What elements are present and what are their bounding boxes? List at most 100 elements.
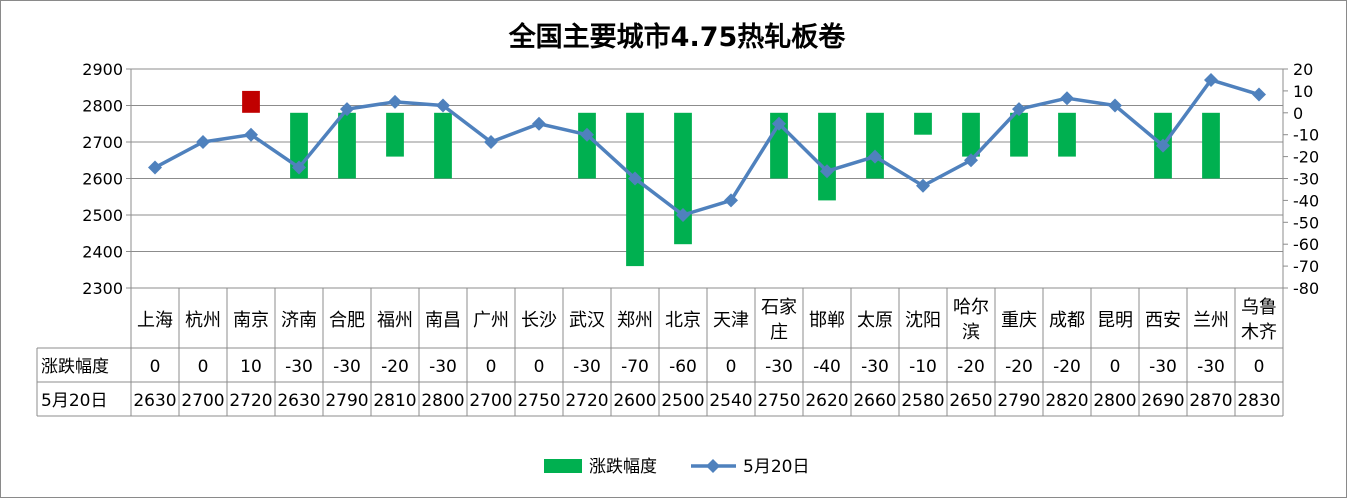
line-series bbox=[148, 72, 1266, 222]
data-label: -30 bbox=[1197, 357, 1225, 377]
line-point bbox=[580, 127, 594, 142]
category-label: 西安 bbox=[1145, 310, 1181, 331]
data-label: -30 bbox=[573, 357, 601, 377]
y-right-tick-label: 10 bbox=[1293, 82, 1313, 101]
category-label: 乌鲁 bbox=[1241, 297, 1277, 318]
category-label: 成都 bbox=[1049, 310, 1085, 331]
data-label: 2580 bbox=[901, 391, 944, 411]
line-point bbox=[292, 160, 306, 175]
data-label: -20 bbox=[957, 357, 985, 377]
bar bbox=[1202, 112, 1220, 179]
data-label: -30 bbox=[765, 357, 793, 377]
category-label: 广州 bbox=[473, 310, 509, 331]
bar bbox=[914, 112, 932, 135]
chart-title: 全国主要城市4.75热轧板卷 bbox=[508, 21, 847, 53]
data-label: 0 bbox=[486, 357, 497, 377]
data-label: 2720 bbox=[565, 391, 608, 411]
y-right-tick-label: -50 bbox=[1293, 213, 1319, 232]
bar bbox=[434, 112, 452, 179]
row-header-bar-series: 涨跌幅度 bbox=[41, 357, 109, 377]
category-label: 石家 bbox=[761, 297, 797, 318]
category-label: 滨 bbox=[962, 322, 980, 343]
data-label: 2870 bbox=[1189, 391, 1232, 411]
line-point bbox=[436, 98, 450, 113]
line-point bbox=[964, 153, 978, 168]
data-label: 2500 bbox=[661, 391, 704, 411]
data-label: 0 bbox=[1254, 357, 1265, 377]
category-label: 南昌 bbox=[425, 310, 461, 331]
line-point bbox=[820, 164, 834, 179]
bar bbox=[242, 90, 260, 113]
legend: 涨跌幅度 5月20日 bbox=[544, 457, 809, 477]
line-point bbox=[532, 116, 546, 131]
data-label: 2660 bbox=[853, 391, 896, 411]
data-label: 0 bbox=[726, 357, 737, 377]
line-point bbox=[340, 102, 354, 117]
bar bbox=[386, 112, 404, 157]
gridlines bbox=[131, 68, 1283, 289]
category-label: 北京 bbox=[665, 310, 701, 331]
data-label: -60 bbox=[669, 357, 697, 377]
y-right-tick-label: -70 bbox=[1293, 257, 1319, 276]
row-header-line-series: 5月20日 bbox=[41, 391, 107, 411]
data-label: -40 bbox=[813, 357, 841, 377]
data-label: -20 bbox=[1005, 357, 1033, 377]
data-label: 2800 bbox=[1093, 391, 1136, 411]
bar bbox=[674, 112, 692, 245]
data-label: 0 bbox=[198, 357, 209, 377]
category-label: 长沙 bbox=[521, 310, 557, 331]
category-label: 邯郸 bbox=[809, 310, 845, 331]
line-point bbox=[772, 116, 786, 131]
data-label: 2830 bbox=[1237, 391, 1280, 411]
data-label: -10 bbox=[909, 357, 937, 377]
data-label: 2750 bbox=[757, 391, 800, 411]
data-label: 2700 bbox=[469, 391, 512, 411]
data-label: 2620 bbox=[805, 391, 848, 411]
data-label: 2720 bbox=[229, 391, 272, 411]
data-label: 2800 bbox=[421, 391, 464, 411]
data-label: 2630 bbox=[277, 391, 320, 411]
line-point bbox=[724, 193, 738, 208]
y-left-tick-label: 2900 bbox=[82, 60, 123, 79]
data-label: 2540 bbox=[709, 391, 752, 411]
category-label: 杭州 bbox=[185, 310, 221, 331]
line-point bbox=[196, 135, 210, 149]
y-left-tick-label: 2600 bbox=[82, 170, 123, 189]
data-label: 2650 bbox=[949, 391, 992, 411]
data-label: 2690 bbox=[1141, 391, 1184, 411]
data-label: -20 bbox=[381, 357, 409, 377]
y-left-tick-label: 2400 bbox=[82, 243, 123, 262]
legend-swatch-bar bbox=[544, 459, 582, 473]
y-right-tick-label: -40 bbox=[1293, 191, 1319, 210]
data-label: 2600 bbox=[613, 391, 656, 411]
y-right-tick-label: -60 bbox=[1293, 235, 1319, 254]
y-right-tick-label: -80 bbox=[1293, 279, 1319, 298]
y-left-tick-label: 2700 bbox=[82, 133, 123, 152]
category-label: 庄 bbox=[770, 322, 788, 343]
bar bbox=[962, 112, 980, 157]
data-label: -30 bbox=[285, 357, 313, 377]
data-label: 2790 bbox=[997, 391, 1040, 411]
legend-label-bar: 涨跌幅度 bbox=[589, 457, 657, 477]
data-label: -30 bbox=[1149, 357, 1177, 377]
legend-marker bbox=[706, 459, 720, 473]
y-right-tick-label: -20 bbox=[1293, 148, 1319, 167]
axes: 2900 2800 2700 2600 2500 2400 2300 20 10 0 -10 -20 -… bbox=[82, 60, 1319, 298]
line-point bbox=[1156, 138, 1170, 153]
data-label: -30 bbox=[429, 357, 457, 377]
y-right-tick-label: 20 bbox=[1293, 60, 1313, 79]
line-point bbox=[1204, 72, 1218, 87]
y-right-tick-label: -30 bbox=[1293, 170, 1319, 189]
bar bbox=[1010, 112, 1028, 157]
bar bbox=[338, 112, 356, 179]
bar bbox=[1058, 112, 1076, 157]
line-point bbox=[1108, 98, 1122, 113]
line-point bbox=[916, 178, 930, 193]
category-label: 太原 bbox=[857, 310, 893, 331]
line-point bbox=[1252, 87, 1266, 102]
category-label: 天津 bbox=[713, 310, 749, 331]
data-label: 2700 bbox=[181, 391, 224, 411]
